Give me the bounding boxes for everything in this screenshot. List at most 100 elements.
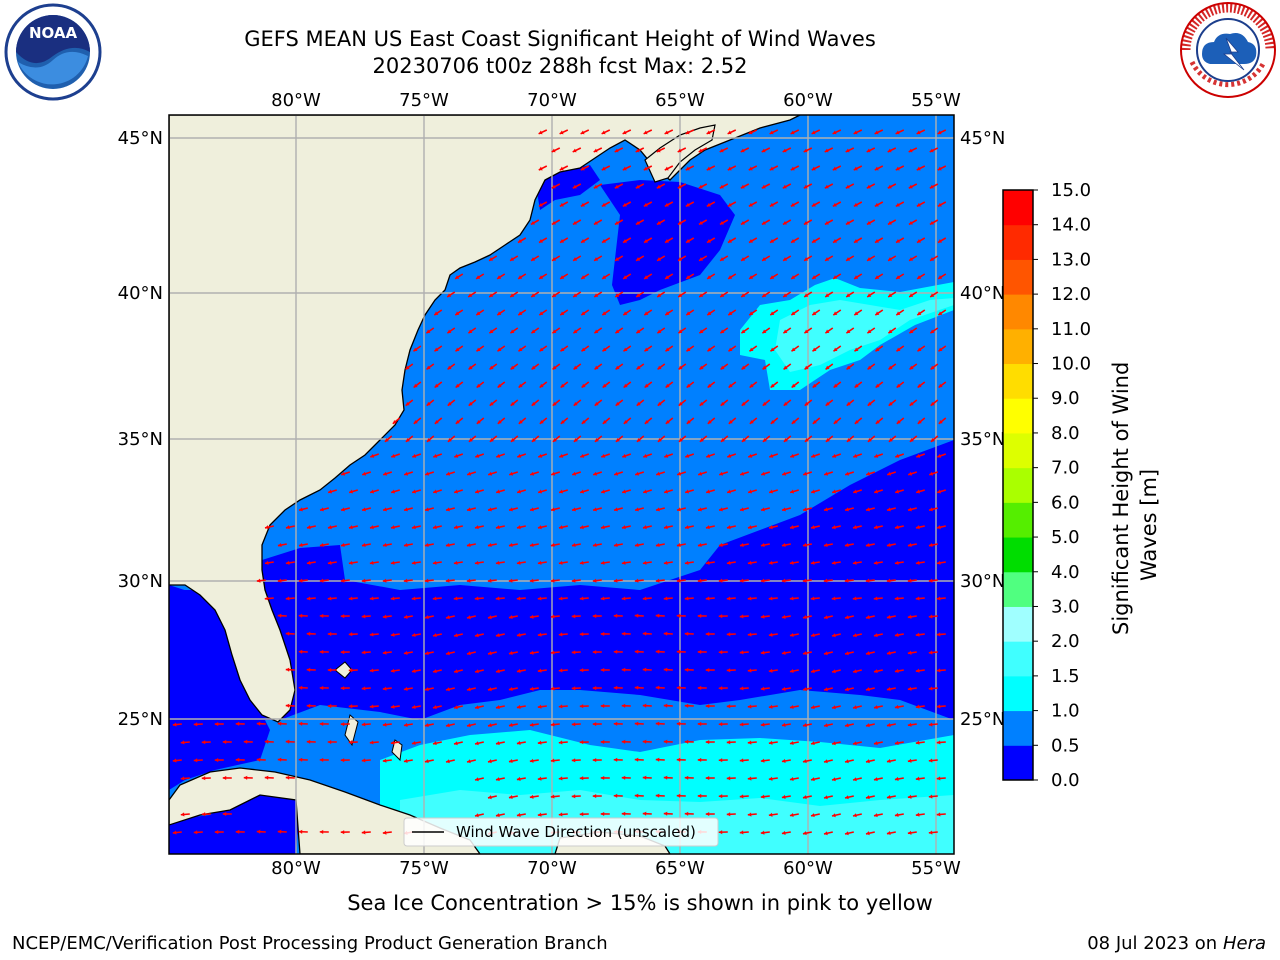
wind-wave-arrowhead-icon — [698, 148, 703, 153]
wind-wave-arrowhead-icon — [497, 347, 502, 352]
wind-wave-arrowhead-icon — [572, 184, 577, 189]
wind-wave-arrowhead-icon — [873, 669, 878, 674]
wind-wave-arrowhead-icon — [665, 419, 670, 424]
wind-wave-arrowhead-icon — [475, 741, 479, 746]
wind-wave-arrowhead-icon — [676, 613, 681, 618]
wind-wave-arrowhead-icon — [853, 453, 858, 458]
wind-wave-arrowhead-icon — [895, 166, 900, 171]
colorbar-segment — [1003, 641, 1033, 677]
wind-wave-arrowhead-icon — [361, 686, 366, 691]
wind-wave-arrowhead-icon — [782, 148, 787, 153]
wind-wave-arrowhead-icon — [852, 525, 857, 530]
wind-wave-arrowhead-icon — [929, 148, 934, 153]
wind-wave-arrowhead-icon — [936, 776, 941, 781]
wind-wave-arrowhead-icon — [341, 471, 346, 476]
wind-wave-arrowhead-icon — [719, 471, 724, 476]
wind-wave-arrowhead-icon — [832, 705, 836, 710]
wind-wave-arrowhead-icon — [256, 721, 261, 726]
wind-wave-arrowhead-icon — [699, 293, 704, 297]
colorbar-tick-label: 15.0 — [1051, 180, 1091, 201]
wind-wave-arrowhead-icon — [739, 794, 744, 799]
wind-wave-arrowhead-icon — [846, 329, 851, 334]
wind-wave-arrowhead-icon — [783, 401, 788, 406]
colorbar-segment — [1003, 259, 1033, 295]
wind-wave-arrowhead-icon — [593, 220, 598, 225]
wind-wave-arrowhead-icon — [930, 293, 935, 297]
lon-label-top: 70°W — [527, 90, 577, 111]
wind-wave-arrowhead-icon — [720, 329, 725, 334]
wind-wave-arrowhead-icon — [749, 239, 754, 243]
wind-wave-arrowhead-icon — [529, 758, 534, 763]
wind-wave-arrowhead-icon — [768, 525, 773, 530]
wind-wave-arrowhead-icon — [726, 525, 731, 530]
wind-wave-arrowhead-icon — [634, 649, 639, 654]
wind-wave-arrowhead-icon — [728, 419, 733, 424]
wind-wave-arrowhead-icon — [867, 293, 872, 297]
wind-wave-arrowhead-icon — [327, 739, 332, 745]
wind-wave-arrowhead-icon — [678, 401, 683, 406]
wind-wave-arrowhead-icon — [487, 542, 492, 548]
wind-wave-arrowhead-icon — [552, 293, 557, 297]
wind-wave-arrowhead-icon — [531, 329, 536, 334]
wind-wave-arrowhead-icon — [222, 811, 227, 817]
wind-wave-arrowhead-icon — [937, 202, 942, 207]
wind-wave-arrowhead-icon — [657, 329, 662, 334]
wind-wave-arrowhead-icon — [936, 632, 941, 637]
colorbar-tick-label: 2.0 — [1051, 631, 1080, 652]
wind-wave-arrowhead-icon — [180, 776, 185, 781]
wind-wave-arrowhead-icon — [621, 631, 626, 636]
wind-wave-arrowhead-icon — [489, 438, 494, 442]
wind-wave-arrowhead-icon — [929, 507, 933, 512]
wind-wave-arrowhead-icon — [707, 419, 712, 424]
wind-wave-arrowhead-icon — [656, 507, 660, 512]
wind-wave-arrowhead-icon — [235, 829, 240, 834]
wind-wave-arrowhead-icon — [676, 685, 681, 690]
wind-wave-arrowhead-icon — [404, 507, 408, 512]
wind-wave-arrowhead-icon — [832, 777, 836, 782]
wind-wave-arrowhead-icon — [327, 596, 332, 601]
wind-wave-arrowhead-icon — [467, 615, 471, 620]
run-date: 08 Jul 2023 on — [1087, 933, 1223, 954]
colorbar-label-line2: Waves [m] — [1137, 469, 1161, 581]
colorbar-tick-label: 0.0 — [1051, 770, 1080, 791]
wind-wave-arrowhead-icon — [844, 542, 849, 548]
wind-wave-arrowhead-icon — [705, 775, 710, 781]
wind-wave-arrowhead-icon — [886, 578, 891, 583]
wind-wave-arrowhead-icon — [832, 741, 836, 746]
wind-wave-arrowhead-icon — [748, 489, 752, 494]
wind-wave-arrowhead-icon — [340, 578, 345, 583]
wind-wave-arrowhead-icon — [810, 777, 815, 782]
wind-wave-arrowhead-icon — [928, 578, 933, 583]
wind-wave-arrowhead-icon — [718, 650, 723, 655]
wind-wave-arrowhead-icon — [770, 275, 775, 279]
wind-wave-arrowhead-icon — [762, 257, 767, 261]
wind-wave-arrowhead-icon — [621, 667, 626, 672]
wind-wave-arrowhead-icon — [749, 275, 754, 279]
wind-wave-arrowhead-icon — [831, 560, 836, 565]
wind-wave-arrowhead-icon — [676, 578, 681, 583]
wind-wave-arrowhead-icon — [770, 239, 775, 243]
wind-wave-arrowhead-icon — [810, 633, 815, 638]
wind-wave-arrowhead-icon — [530, 507, 534, 512]
wind-wave-arrowhead-icon — [369, 704, 374, 709]
wind-wave-arrowhead-icon — [908, 184, 913, 189]
wind-wave-arrowhead-icon — [390, 560, 395, 565]
wind-wave-arrowhead-icon — [489, 293, 494, 297]
wind-wave-arrowhead-icon — [853, 633, 857, 638]
wind-wave-arrowhead-icon — [447, 293, 452, 297]
wind-wave-arrowhead-icon — [747, 668, 752, 673]
colorbar-tick-label: 10.0 — [1051, 354, 1091, 375]
wind-wave-arrowhead-icon — [915, 525, 920, 530]
wind-wave-arrowhead-icon — [677, 507, 681, 512]
wind-wave-arrowhead-icon — [454, 453, 459, 458]
wind-wave-arrowhead-icon — [369, 668, 374, 673]
colorbar-tick-label: 14.0 — [1051, 215, 1091, 236]
colorbar-segment — [1003, 398, 1033, 434]
wind-wave-arrowhead-icon — [453, 596, 458, 601]
wind-wave-arrowhead-icon — [516, 596, 521, 601]
wind-wave-arrowhead-icon — [718, 614, 723, 619]
wind-wave-arrowhead-icon — [929, 220, 934, 225]
wind-wave-arrowhead-icon — [727, 453, 732, 458]
wind-wave-arrowhead-icon — [600, 775, 605, 781]
